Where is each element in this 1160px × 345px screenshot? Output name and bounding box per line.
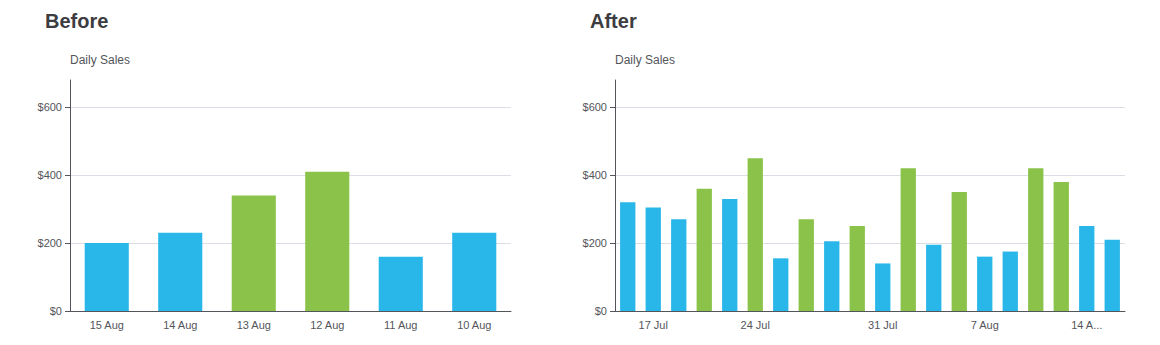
svg-text:31 Jul: 31 Jul: [868, 319, 897, 331]
svg-text:17 Jul: 17 Jul: [639, 319, 668, 331]
svg-text:10 Aug: 10 Aug: [457, 319, 491, 331]
svg-text:7 Aug: 7 Aug: [971, 319, 999, 331]
svg-text:Before: Before: [45, 10, 108, 32]
svg-text:After: After: [590, 10, 637, 32]
svg-text:$600: $600: [583, 101, 607, 113]
svg-text:$200: $200: [38, 237, 62, 249]
svg-text:24 Jul: 24 Jul: [741, 319, 770, 331]
svg-text:$400: $400: [583, 169, 607, 181]
svg-text:Daily Sales: Daily Sales: [615, 53, 675, 67]
svg-text:15 Aug: 15 Aug: [90, 319, 124, 331]
svg-text:14 A...: 14 A...: [1071, 319, 1102, 331]
svg-text:12 Aug: 12 Aug: [310, 319, 344, 331]
svg-text:14 Aug: 14 Aug: [163, 319, 197, 331]
svg-text:$0: $0: [595, 305, 607, 317]
svg-text:Daily Sales: Daily Sales: [70, 53, 130, 67]
svg-text:$0: $0: [50, 305, 62, 317]
svg-text:$200: $200: [583, 237, 607, 249]
svg-text:$600: $600: [38, 101, 62, 113]
svg-text:13 Aug: 13 Aug: [237, 319, 271, 331]
svg-text:11 Aug: 11 Aug: [384, 319, 417, 331]
svg-text:$400: $400: [38, 169, 62, 181]
